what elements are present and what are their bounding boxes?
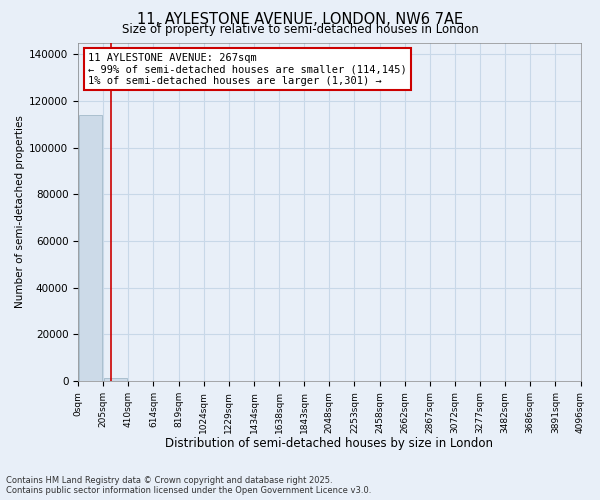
Y-axis label: Number of semi-detached properties: Number of semi-detached properties [15,116,25,308]
Text: Size of property relative to semi-detached houses in London: Size of property relative to semi-detach… [122,22,478,36]
Bar [79,114,102,381]
Text: Contains HM Land Registry data © Crown copyright and database right 2025.
Contai: Contains HM Land Registry data © Crown c… [6,476,371,495]
Text: 11 AYLESTONE AVENUE: 267sqm
← 99% of semi-detached houses are smaller (114,145)
: 11 AYLESTONE AVENUE: 267sqm ← 99% of sem… [88,52,407,86]
Bar [104,378,127,381]
X-axis label: Distribution of semi-detached houses by size in London: Distribution of semi-detached houses by … [166,437,493,450]
Text: 11, AYLESTONE AVENUE, LONDON, NW6 7AE: 11, AYLESTONE AVENUE, LONDON, NW6 7AE [137,12,463,28]
